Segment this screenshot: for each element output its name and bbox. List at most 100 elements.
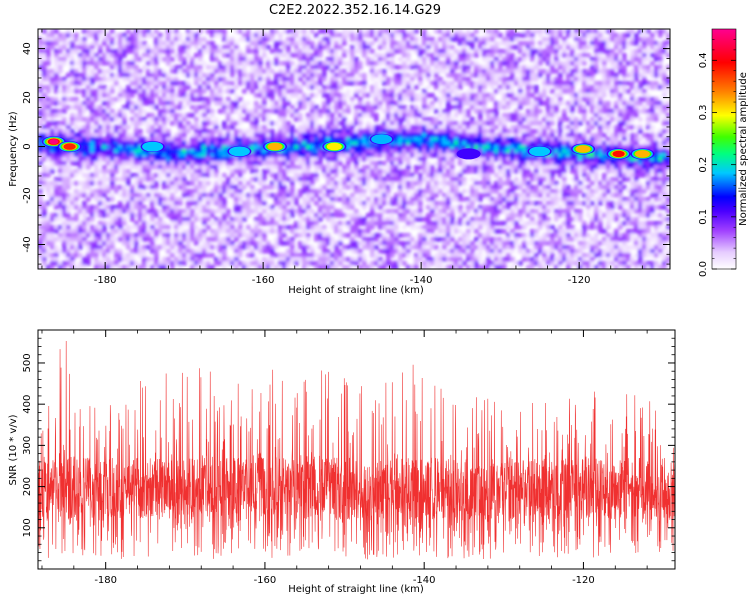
heatmap-cell [102,173,107,178]
heatmap-cell [142,169,147,174]
heatmap-cell [502,81,507,86]
heatmap-cell [70,173,75,178]
heatmap-cell [582,81,587,86]
heatmap-cell [594,61,599,66]
heatmap-cell [506,149,511,154]
heatmap-cell [302,81,307,86]
heatmap-cell [50,185,55,190]
heatmap-cell [302,33,307,38]
heatmap-cell [430,153,435,158]
heatmap-cell [98,77,103,82]
heatmap-cell [574,45,579,50]
heatmap-cell [606,177,611,182]
heatmap-cell [398,45,403,50]
heatmap-cell [618,181,623,186]
heatmap-cell [406,57,411,62]
heatmap-cell [334,105,339,110]
heatmap-cell [278,49,283,54]
heatmap-cell [182,189,187,194]
heatmap-cell [58,57,63,62]
heatmap-cell [598,161,603,166]
heatmap-cell [114,65,119,70]
heatmap-cell [386,53,391,58]
heatmap-cell [582,177,587,182]
heatmap-cell [194,121,199,126]
heatmap-cell [594,173,599,178]
heatmap-cell [666,113,670,118]
heatmap-cell [218,109,223,114]
heatmap-cell [502,113,507,118]
heatmap-cell [398,41,403,46]
heatmap-cell [154,157,159,162]
heatmap-cell [126,37,131,42]
heatmap-cell [134,101,139,106]
heatmap-cell [598,153,603,158]
heatmap-cell [614,33,619,38]
heatmap-cell [114,133,119,138]
heatmap-cell [490,45,495,50]
heatmap-cell [310,109,315,114]
heatmap-cell [630,37,635,42]
heatmap-cell [142,77,147,82]
heatmap-cell [174,133,179,138]
heatmap-cell [450,89,455,94]
heatmap-cell [206,157,211,162]
heatmap-cell [506,33,511,38]
heatmap-cell [302,149,307,154]
heatmap-cell [474,137,479,142]
heatmap-cell [186,153,191,158]
heatmap-cell [222,157,227,162]
heatmap-cell [554,181,559,186]
heatmap-cell [550,149,555,154]
heatmap-cell [274,53,279,58]
heatmap-cell [374,93,379,98]
heatmap-cell [106,113,111,118]
heatmap-cell [614,65,619,70]
heatmap-cell [382,45,387,50]
heatmap-cell [474,109,479,114]
heatmap-cell [418,189,423,194]
heatmap-cell [530,49,535,54]
heatmap-cell [654,149,659,154]
heatmap-cell [314,53,319,58]
heatmap-cell [154,117,159,122]
heatmap-cell [658,85,663,90]
heatmap-cell [290,89,295,94]
heatmap-cell [38,149,43,154]
heatmap-cell [534,65,539,70]
heatmap-cell [198,173,203,178]
heatmap-cell [246,153,251,158]
heatmap-cell [282,161,287,166]
heatmap-cell [106,185,111,190]
heatmap-cell [234,157,239,162]
heatmap-cell [622,177,627,182]
heatmap-cell [518,141,523,146]
heatmap-cell [258,41,263,46]
heatmap-cell [250,169,255,174]
heatmap-cell [514,161,519,166]
heatmap-cell [266,113,271,118]
heatmap-cell [290,157,295,162]
heatmap-cell [614,73,619,78]
heatmap-cell [562,81,567,86]
heatmap-cell [274,177,279,182]
heatmap-cell [590,73,595,78]
heatmap-cell [62,81,67,86]
heatmap-cell [210,137,215,142]
heatmap-cell [230,53,235,58]
heatmap-cell [490,109,495,114]
heatmap-cell [478,133,483,138]
heatmap-cell [150,165,155,170]
heatmap-cell [70,169,75,174]
heatmap-cell [434,153,439,158]
heatmap-cell [106,69,111,74]
heatmap-cell [150,129,155,134]
heatmap-cell [178,89,183,94]
heatmap-cell [258,181,263,186]
heatmap-cell [206,73,211,78]
heatmap-cell [238,133,243,138]
heatmap-cell [650,41,655,46]
heatmap-cell [306,177,311,182]
heatmap-cell [566,141,571,146]
heatmap-cell [138,157,143,162]
